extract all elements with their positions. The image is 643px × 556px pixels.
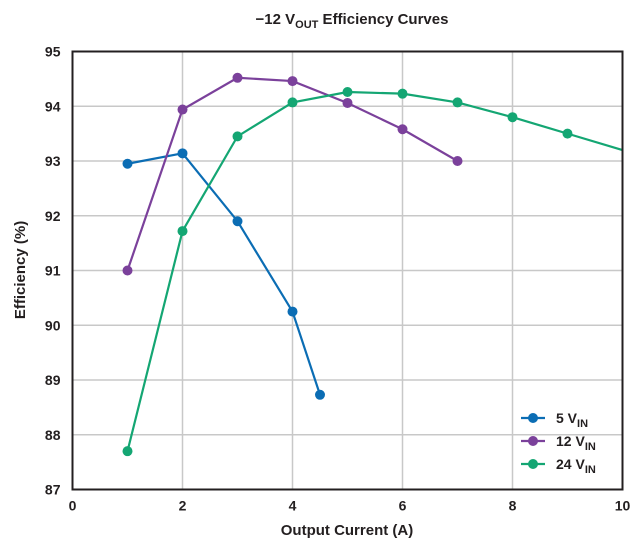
data-point <box>315 389 325 400</box>
x-tick-label: 8 <box>509 498 517 514</box>
data-point <box>177 104 188 115</box>
legend-entry: 5 VIN <box>556 410 588 430</box>
series-5v <box>122 148 325 400</box>
grid <box>71 50 624 491</box>
x-axis-label: Output Current (A) <box>281 522 413 539</box>
data-point <box>452 97 463 108</box>
x-tick-label: 4 <box>289 498 297 514</box>
y-axis-label: Efficiency (%) <box>12 221 29 319</box>
y-tick-label: 93 <box>45 153 61 169</box>
series-line <box>127 152 322 396</box>
y-tick-label: 90 <box>45 317 61 333</box>
series-24v <box>122 87 623 457</box>
chart-title: −12 VOUT Efficiency Curves <box>256 11 449 31</box>
y-tick-label: 95 <box>45 44 61 60</box>
x-tick-label: 6 <box>399 498 407 514</box>
legend-swatch-marker <box>528 413 538 423</box>
data-point <box>562 128 573 139</box>
plot-border <box>71 50 624 491</box>
legend-swatch-marker <box>528 436 538 446</box>
legend-swatch-marker <box>528 459 538 469</box>
x-tick-label: 10 <box>615 498 631 514</box>
data-point <box>287 97 298 108</box>
data-point <box>177 226 188 237</box>
data-point <box>342 87 353 98</box>
series-12v <box>122 72 463 276</box>
y-tick-label: 94 <box>45 98 61 114</box>
legend-entry: 24 VIN <box>556 456 596 476</box>
data-point <box>287 306 298 317</box>
data-point <box>397 88 408 99</box>
x-tick-label: 0 <box>69 498 77 514</box>
legend: 5 VIN 12 VIN 24 VIN <box>521 410 596 476</box>
data-point <box>177 148 188 159</box>
data-point <box>232 216 243 227</box>
data-point <box>122 265 133 276</box>
data-point <box>397 124 408 135</box>
y-tick-label: 92 <box>45 208 61 224</box>
data-point <box>342 97 353 108</box>
data-point <box>452 156 463 166</box>
series-line <box>126 90 623 452</box>
data-point <box>122 446 133 457</box>
y-tick-label: 87 <box>45 482 61 498</box>
data-point <box>507 112 518 123</box>
data-point <box>232 131 243 142</box>
legend-entry: 12 VIN <box>556 433 596 453</box>
y-tick-label: 88 <box>45 427 61 443</box>
y-tick-label: 89 <box>45 372 61 388</box>
data-point <box>232 72 243 83</box>
x-tick-label: 2 <box>179 498 187 514</box>
y-tick-label: 91 <box>45 263 61 279</box>
data-point <box>122 158 133 169</box>
data-point <box>287 76 298 87</box>
